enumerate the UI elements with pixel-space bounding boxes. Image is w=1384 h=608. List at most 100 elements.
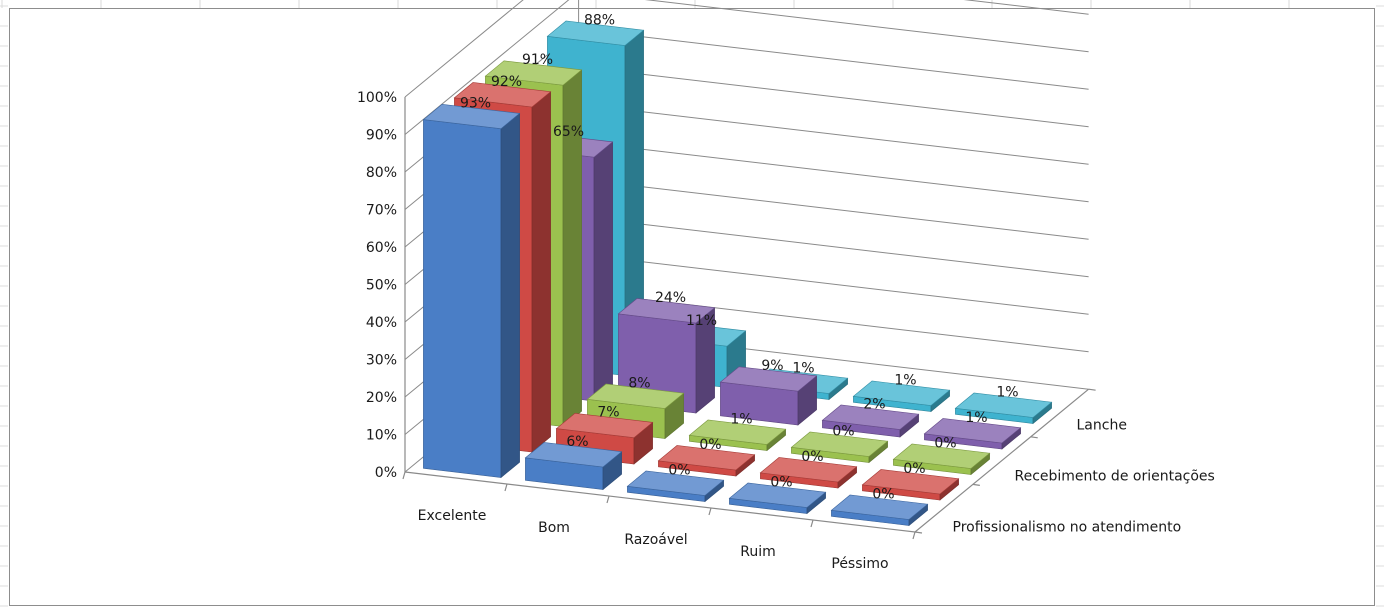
x-category-label: Péssimo — [831, 556, 888, 572]
bar-top-face — [954, 392, 1053, 418]
depth-axis-label: Recebimento de orientações — [1015, 468, 1215, 484]
bar — [688, 419, 787, 452]
bar — [524, 442, 623, 491]
bar — [617, 298, 716, 414]
bar-top-face — [617, 298, 716, 324]
depth-axis-tick-mark — [1088, 388, 1096, 391]
bar-front-face — [423, 119, 502, 478]
data-label: 0% — [770, 474, 792, 490]
depth-axis-tick-mark — [1030, 436, 1038, 439]
bar-side-face — [531, 91, 551, 453]
data-label: 7% — [597, 405, 619, 421]
bar-top-face — [484, 60, 583, 86]
data-label: 1% — [792, 360, 814, 376]
bar-top-face — [892, 443, 991, 469]
data-label: 0% — [903, 461, 925, 477]
bar — [422, 103, 521, 479]
data-label: 88% — [584, 12, 615, 28]
data-label: 0% — [801, 449, 823, 465]
bar-top-face — [719, 366, 818, 392]
bar-top-face — [546, 20, 645, 46]
chart-bars — [422, 20, 1053, 527]
data-label: 11% — [686, 313, 717, 329]
y-tick-label: 70% — [366, 203, 397, 219]
x-axis-tick-mark — [606, 495, 610, 504]
data-label: 0% — [668, 462, 690, 478]
x-category-label: Ruim — [740, 544, 776, 560]
bar-top-face — [586, 383, 685, 409]
bar — [821, 404, 920, 438]
data-label: 91% — [522, 52, 553, 68]
y-tick-label: 80% — [366, 165, 397, 181]
bar-side-face — [593, 141, 613, 402]
data-label: 2% — [863, 396, 885, 412]
data-label: 0% — [872, 486, 894, 502]
bar-top-face — [524, 442, 623, 468]
data-label: 9% — [761, 358, 783, 374]
bar — [923, 418, 1022, 450]
y-tick-label: 100% — [357, 90, 397, 106]
depth-axis-label: Profissionalismo no atendimento — [953, 519, 1182, 535]
x-axis-tick-mark — [912, 531, 916, 540]
y-tick-label: 90% — [366, 128, 397, 144]
y-tick-label: 40% — [366, 315, 397, 331]
bar — [892, 443, 991, 476]
bar-side-face — [500, 112, 520, 479]
data-label: 24% — [655, 290, 686, 306]
depth-axis-tick-mark — [972, 483, 980, 486]
depth-axis-labels: Profissionalismo no atendimento Recebimen… — [953, 417, 1215, 535]
bar — [861, 469, 960, 501]
depth-axis-tick-mark — [914, 531, 923, 534]
bar — [657, 445, 756, 477]
data-label: 1% — [965, 410, 987, 426]
y-tick-label: 50% — [366, 278, 397, 294]
bar — [954, 392, 1053, 425]
bar-top-face — [830, 494, 929, 520]
bar-top-face — [790, 431, 889, 457]
bar-top-face — [626, 470, 725, 496]
data-label: 92% — [491, 74, 522, 90]
data-labels: 88% 11% 1% 1% 1% 65% 24% 9% 2% 1% 91% 8% 1% 0% 0% 92% 7%… — [460, 12, 1019, 502]
data-label: 1% — [730, 411, 752, 427]
gridline — [404, 0, 1089, 135]
bar-top-face — [852, 380, 951, 406]
y-tick-label: 20% — [366, 390, 397, 406]
data-label: 1% — [894, 372, 916, 388]
data-label: 93% — [460, 96, 491, 112]
x-axis-category-labels: Excelente Bom Razoável Ruim Péssimo — [418, 508, 889, 572]
y-tick-label: 60% — [366, 240, 397, 256]
bar — [555, 412, 654, 465]
bar — [626, 470, 725, 503]
data-label: 0% — [934, 435, 956, 451]
y-tick-label: 30% — [366, 353, 397, 369]
x-axis-tick-mark — [708, 507, 712, 516]
bar-top-face — [422, 103, 521, 130]
bar — [728, 482, 827, 515]
x-axis-tick-mark — [810, 519, 814, 528]
x-category-label: Bom — [538, 520, 570, 536]
y-tick-label: 10% — [366, 428, 397, 444]
x-axis-tick-mark — [504, 483, 508, 492]
data-label: 65% — [553, 124, 584, 140]
bar-top-face — [728, 482, 827, 508]
x-category-label: Excelente — [418, 508, 487, 524]
bar — [852, 380, 951, 413]
bar-top-face — [688, 419, 787, 445]
bar — [830, 494, 929, 527]
x-axis-tick-mark — [402, 471, 406, 480]
bar-top-face — [453, 82, 552, 108]
bar-top-face — [923, 418, 1022, 444]
data-label: 0% — [832, 423, 854, 439]
y-tick-label: 0% — [375, 465, 397, 481]
data-label: 6% — [566, 434, 588, 450]
x-category-label: Razoável — [624, 532, 687, 548]
data-label: 8% — [628, 375, 650, 391]
bar-top-face — [555, 412, 654, 439]
depth-axis-label: Lanche — [1077, 417, 1127, 433]
bar-top-face — [861, 469, 960, 495]
data-label: 0% — [699, 437, 721, 453]
bar — [719, 366, 818, 426]
y-axis-ticks: 0% 10% 20% 30% 40% 50% 60% 70% 80% 90% 100% — [357, 90, 397, 481]
bar — [759, 457, 858, 489]
